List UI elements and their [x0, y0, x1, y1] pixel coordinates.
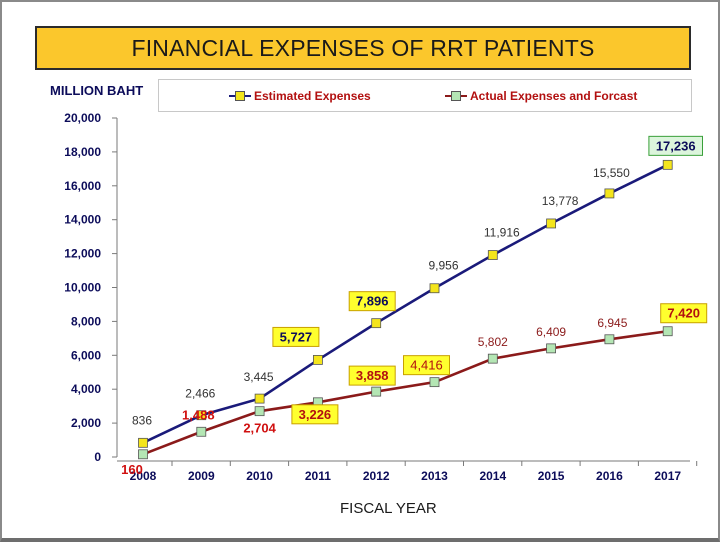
data-label: 5,727 — [280, 329, 313, 344]
data-label: 2,704 — [243, 421, 276, 436]
x-tick-label: 2016 — [596, 469, 623, 483]
data-label: 13,778 — [542, 194, 579, 208]
data-point — [138, 437, 148, 448]
data-label: 9,956 — [428, 259, 458, 273]
legend-label-actual: Actual Expenses and Forcast — [470, 89, 638, 103]
y-tick-label: 4,000 — [71, 382, 101, 396]
data-label: 1,488 — [182, 407, 215, 422]
data-label-box — [660, 303, 708, 324]
data-label-box — [403, 355, 450, 376]
data-label: 160 — [121, 462, 143, 477]
data-label: 17,236 — [656, 138, 696, 153]
x-tick-label: 2012 — [363, 469, 390, 483]
data-point — [196, 426, 207, 437]
data-label: 5,802 — [478, 335, 508, 349]
legend-item-estimated: Estimated Expenses — [229, 89, 371, 103]
y-tick-label: 0 — [94, 450, 101, 464]
data-point — [487, 353, 498, 364]
data-label-box — [291, 404, 339, 425]
x-axis-label: FISCAL YEAR — [340, 500, 437, 517]
data-label-box — [348, 365, 396, 386]
series-line-1 — [142, 329, 668, 456]
x-tick-label: 2011 — [305, 469, 331, 483]
data-label: 4,416 — [410, 358, 443, 373]
y-tick-label: 2,000 — [71, 416, 101, 430]
data-label: 7,896 — [356, 294, 389, 309]
data-point — [662, 159, 673, 170]
data-point — [254, 406, 265, 417]
data-label-box — [272, 326, 320, 347]
data-point — [604, 188, 615, 199]
legend-swatch-actual — [445, 90, 467, 102]
y-axis-label: MILLION BAHT — [50, 83, 144, 98]
page-title: FINANCIAL EXPENSES OF RRT PATIENTS — [131, 34, 595, 61]
data-point — [546, 218, 556, 229]
data-label: 15,550 — [593, 166, 630, 180]
x-tick-label: 2008 — [130, 469, 157, 483]
data-point — [546, 343, 556, 354]
legend-label-estimated: Estimated Expenses — [254, 89, 371, 103]
x-tick-label: 2009 — [188, 469, 215, 483]
data-point — [662, 326, 673, 337]
data-point — [604, 334, 615, 345]
data-label: 3,858 — [356, 368, 389, 383]
x-tick-label: 2017 — [654, 469, 681, 483]
data-point — [429, 283, 440, 294]
data-point — [487, 250, 498, 260]
data-label: 3,226 — [299, 407, 332, 422]
y-tick-label: 18,000 — [64, 145, 101, 159]
data-label: 3,445 — [244, 370, 274, 384]
title-banner: FINANCIAL EXPENSES OF RRT PATIENTS — [35, 26, 691, 70]
data-label: 2,466 — [185, 387, 215, 401]
data-point — [196, 410, 207, 421]
data-label: 6,945 — [597, 316, 627, 330]
data-point — [312, 355, 323, 365]
data-label: 7,420 — [667, 306, 700, 321]
x-tick-label: 2013 — [421, 469, 448, 483]
series-line-0 — [142, 163, 669, 445]
y-tick-label: 16,000 — [64, 179, 101, 193]
data-label-box — [648, 135, 704, 156]
y-tick-label: 12,000 — [64, 247, 101, 261]
x-tick-label: 2015 — [538, 469, 565, 483]
data-point — [371, 386, 382, 397]
data-point — [254, 393, 265, 404]
data-label-box — [348, 291, 396, 312]
legend: Estimated Expenses Actual Expenses and F… — [158, 79, 692, 112]
y-tick-label: 6,000 — [71, 348, 101, 362]
y-tick-label: 14,000 — [64, 213, 101, 227]
y-tick-label: 8,000 — [71, 314, 101, 328]
data-point — [371, 318, 382, 329]
data-label: 6,409 — [536, 325, 566, 339]
data-point — [429, 377, 440, 388]
legend-item-actual: Actual Expenses and Forcast — [445, 89, 637, 103]
x-tick-label: 2010 — [246, 469, 273, 483]
data-label: 836 — [132, 413, 152, 427]
data-point — [138, 449, 148, 460]
x-tick-label: 2014 — [479, 469, 506, 483]
data-label: 11,916 — [484, 226, 520, 240]
y-tick-label: 10,000 — [64, 281, 101, 295]
legend-swatch-estimated — [229, 90, 251, 102]
y-tick-label: 20,000 — [64, 111, 101, 125]
